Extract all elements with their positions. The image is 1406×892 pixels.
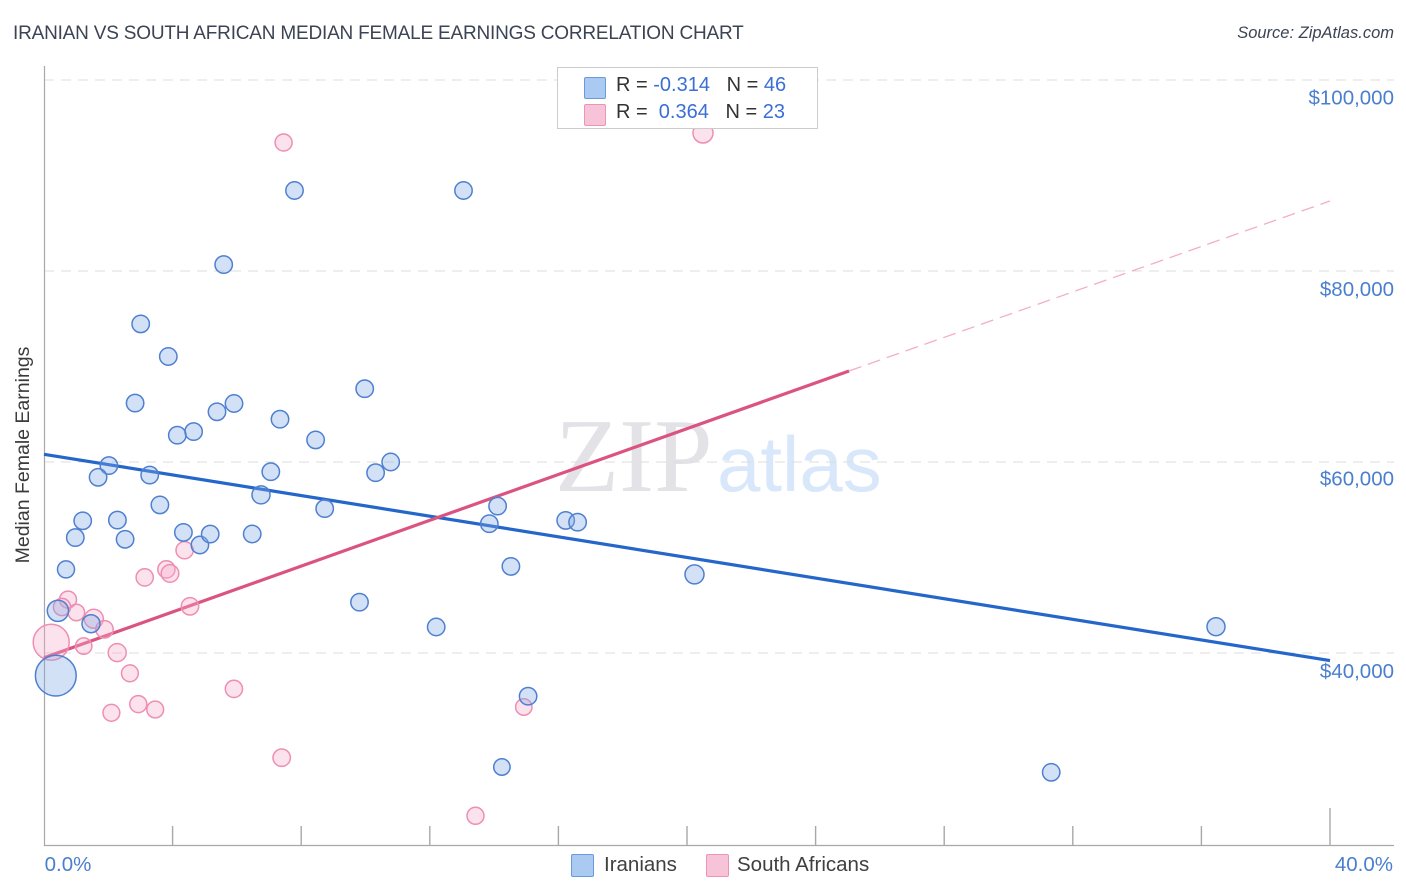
svg-text:40.0%: 40.0% (1335, 853, 1393, 876)
svg-text:$60,000: $60,000 (1320, 467, 1394, 490)
svg-text:$40,000: $40,000 (1320, 660, 1394, 683)
svg-text:$80,000: $80,000 (1320, 278, 1394, 301)
svg-text:Median Female Earnings: Median Female Earnings (12, 346, 34, 563)
svg-text:ZIP: ZIP (555, 397, 713, 514)
svg-text:$100,000: $100,000 (1308, 86, 1394, 109)
svg-text:atlas: atlas (717, 420, 882, 508)
svg-text:0.0%: 0.0% (45, 853, 92, 876)
